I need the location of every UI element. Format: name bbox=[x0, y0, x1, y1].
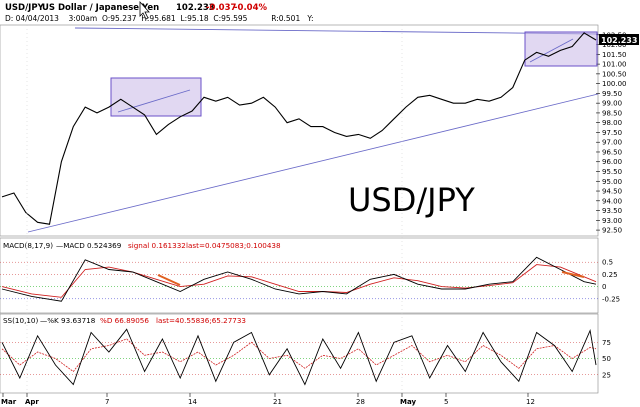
price-y-tick-label: 100.00 bbox=[602, 80, 627, 88]
price-y-tick-label: 93.50 bbox=[602, 207, 622, 215]
price-panel-frame bbox=[0, 24, 599, 237]
header-symbol: USD/JPY bbox=[5, 3, 45, 13]
box-may-trendline bbox=[529, 38, 574, 63]
mouse-cursor-icon bbox=[139, 0, 150, 20]
date-axis-label: 21 bbox=[273, 398, 282, 406]
price-y-tick-label: 101.50 bbox=[602, 51, 627, 59]
date-axis: Mar Apr 7 14 21 28 May 5 12 bbox=[1, 25, 535, 406]
price-series-line bbox=[1, 32, 597, 225]
lower-trendline bbox=[27, 93, 599, 233]
stochastic-k-value: —%K 93.63718 bbox=[40, 316, 96, 325]
stochastic-panel: SS(10,10) —%K 93.63718 %D 66.89056 last=… bbox=[0, 313, 611, 394]
consolidation-box-may bbox=[524, 31, 598, 67]
macd-last-value: last=0.0475083;0.100438 bbox=[186, 241, 281, 250]
price-y-tick-label: 93.00 bbox=[602, 217, 622, 225]
macd-value: —MACD 0.524369 bbox=[56, 241, 122, 250]
price-y-tick-label: 97.00 bbox=[602, 139, 622, 147]
stochastic-label: SS(10,10) bbox=[3, 316, 39, 325]
date-axis-label: 5 bbox=[444, 398, 448, 406]
macd-divergence-arrow-may bbox=[561, 271, 585, 278]
price-y-tick-label: 95.50 bbox=[602, 168, 622, 176]
price-y-tick-label: 95.00 bbox=[602, 178, 622, 186]
macd-signal-value: signal 0.161332 bbox=[128, 241, 186, 250]
date-axis-label: 28 bbox=[356, 398, 365, 406]
stochastic-last-value: last=40.55836;65.27733 bbox=[156, 316, 246, 325]
stochastic-y-tick-label: 25 bbox=[602, 371, 611, 379]
date-axis-label: May bbox=[400, 398, 416, 406]
box-april-trendline bbox=[117, 89, 191, 113]
header-info: D: 04/04/2013 3:00am O:95.237 H:95.681 L… bbox=[5, 14, 313, 23]
date-axis-label: 7 bbox=[105, 398, 109, 406]
price-y-tick-label: 94.00 bbox=[602, 197, 622, 205]
price-y-tick-label: 97.50 bbox=[602, 129, 622, 137]
price-y-tick-label: 101.00 bbox=[602, 61, 627, 69]
price-y-tick-label: 100.50 bbox=[602, 70, 627, 78]
header-change-pct: -0.04% bbox=[234, 3, 267, 13]
stochastic-d-value: %D 66.89056 bbox=[100, 316, 149, 325]
macd-y-tick-label: -0.25 bbox=[602, 295, 620, 303]
last-price-tag bbox=[599, 34, 639, 45]
macd-grid: 0.5 0.25 0 -0.25 bbox=[0, 259, 620, 303]
macd-divergence-arrow-april bbox=[157, 274, 181, 286]
price-y-tick-label: 96.50 bbox=[602, 148, 622, 156]
header-name: US Dollar / Japanese Yen bbox=[42, 3, 159, 13]
price-y-tick-label: 92.50 bbox=[602, 227, 622, 235]
upper-trendline bbox=[74, 27, 599, 35]
price-y-tick-label: 99.50 bbox=[602, 90, 622, 98]
macd-panel: MACD(8,17,9) —MACD 0.524369 signal 0.161… bbox=[0, 237, 620, 314]
price-y-tick-label: 94.50 bbox=[602, 188, 622, 196]
stochastic-d-line bbox=[1, 338, 597, 373]
header-change: -0.037 bbox=[206, 3, 236, 13]
macd-y-tick-label: 0.25 bbox=[602, 271, 618, 279]
macd-panel-frame bbox=[0, 237, 599, 314]
macd-y-tick-label: 0.5 bbox=[602, 259, 613, 267]
stochastic-k-line bbox=[1, 328, 597, 386]
macd-main-line bbox=[1, 256, 597, 302]
last-price-label: 102.233 bbox=[601, 36, 637, 45]
price-y-tick-label: 98.50 bbox=[602, 109, 622, 117]
stochastic-panel-frame bbox=[0, 313, 599, 394]
price-y-tick-label: 96.00 bbox=[602, 158, 622, 166]
header-last: 102.233 bbox=[176, 3, 215, 13]
date-axis-label: 14 bbox=[188, 398, 197, 406]
date-axis-label: Mar bbox=[1, 398, 17, 406]
date-axis-label: 12 bbox=[526, 398, 535, 406]
price-y-tick-label: 98.00 bbox=[602, 119, 622, 127]
macd-label: MACD(8,17,9) bbox=[3, 241, 53, 250]
price-y-tick-label: 102.00 bbox=[602, 41, 627, 49]
chart-header: USD/JPY US Dollar / Japanese Yen 102.233… bbox=[5, 0, 313, 23]
stochastic-y-tick-label: 50 bbox=[602, 355, 611, 363]
date-axis-label: Apr bbox=[25, 398, 39, 406]
watermark-symbol: USD/JPY bbox=[348, 181, 475, 219]
macd-y-tick-label: 0 bbox=[602, 283, 606, 291]
stochastic-y-tick-label: 75 bbox=[602, 339, 611, 347]
price-y-tick-label: 99.00 bbox=[602, 100, 622, 108]
macd-signal-line bbox=[1, 264, 597, 298]
